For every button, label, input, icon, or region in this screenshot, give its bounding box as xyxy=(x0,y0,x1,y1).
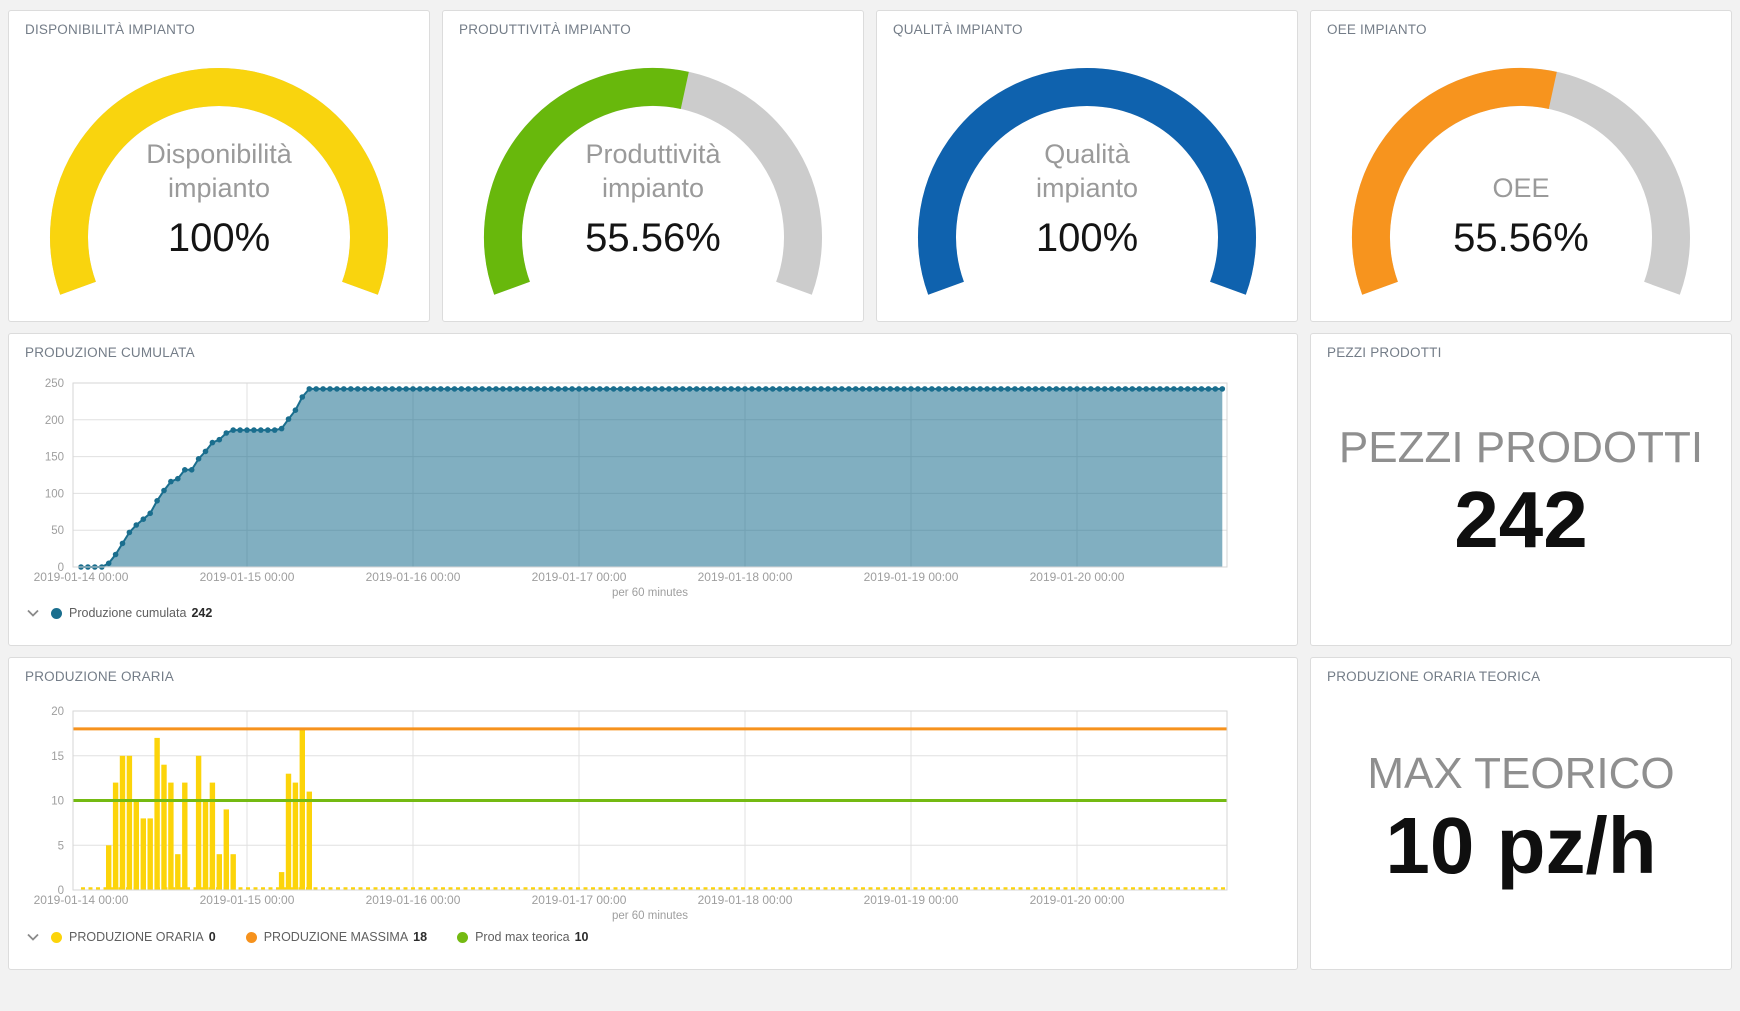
x-axis-tick-label: 2019-01-18 00:00 xyxy=(698,570,793,584)
y-axis-tick-label: 0 xyxy=(58,885,64,897)
legend-series-dot-icon xyxy=(457,931,469,943)
panel-title-oee[interactable]: OEE IMPIANTO xyxy=(1327,22,1427,37)
x-axis-tick-label: 2019-01-15 00:00 xyxy=(200,570,295,584)
x-axis-unit-label: per 60 minutes xyxy=(612,587,688,599)
panel-title-produzione-oraria-teorica[interactable]: PRODUZIONE ORARIA TEORICA xyxy=(1327,669,1541,684)
y-axis-tick-label: 150 xyxy=(45,452,64,464)
y-axis-tick-label: 250 xyxy=(45,378,64,390)
panel-title-qualita[interactable]: QUALITÀ IMPIANTO xyxy=(893,22,1023,37)
y-axis-tick-label: 10 xyxy=(51,796,64,808)
legend-series-value: 242 xyxy=(191,606,213,620)
gauge-arc xyxy=(1352,68,1690,295)
x-axis-tick-label: 2019-01-19 00:00 xyxy=(864,893,959,907)
gauge-arc xyxy=(918,68,1256,295)
x-axis-tick-label: 2019-01-16 00:00 xyxy=(366,893,461,907)
legend-series-dot-icon xyxy=(51,931,62,943)
oraria-bars xyxy=(106,728,312,891)
x-axis-unit-label: per 60 minutes xyxy=(612,910,688,922)
chevron-down-icon[interactable] xyxy=(27,609,39,617)
panel-title-produzione-oraria[interactable]: PRODUZIONE ORARIA xyxy=(25,669,174,684)
x-axis-tick-label: 2019-01-20 00:00 xyxy=(1030,570,1125,584)
x-axis-tick-label: 2019-01-16 00:00 xyxy=(366,570,461,584)
pezzi-prodotti-value: 242 xyxy=(1454,475,1588,564)
x-axis-tick-label: 2019-01-17 00:00 xyxy=(532,893,627,907)
x-axis-tick-label: 2019-01-15 00:00 xyxy=(200,893,295,907)
gauge-arc xyxy=(50,68,388,295)
panel-title-disponibilita[interactable]: DISPONIBILITÀ IMPIANTO xyxy=(25,22,195,37)
legend-series-dot-icon xyxy=(51,607,62,619)
max-teorico-value: 10 pz/h xyxy=(1385,801,1657,890)
y-axis-tick-label: 50 xyxy=(51,525,64,537)
panel-produttivita-impianto: PRODUTTIVITÀ IMPIANTO Produttività impia… xyxy=(442,10,864,322)
panel-produzione-oraria: PRODUZIONE ORARIA 0 5 10 15 20 2019-01-14 00:… xyxy=(8,657,1298,970)
panel-qualita-impianto: QUALITÀ IMPIANTO Qualità impianto 100% xyxy=(876,10,1298,322)
x-axis-tick-label: 2019-01-14 00:00 xyxy=(34,570,129,584)
panel-title-produzione-cumulata[interactable]: PRODUZIONE CUMULATA xyxy=(25,345,195,360)
x-axis-tick-label: 2019-01-14 00:00 xyxy=(34,893,129,907)
cumulata-data-points xyxy=(78,386,1226,570)
panel-produzione-oraria-teorica: PRODUZIONE ORARIA TEORICA MAX TEORICO 10… xyxy=(1310,657,1732,970)
panel-title-produttivita[interactable]: PRODUTTIVITÀ IMPIANTO xyxy=(459,22,631,37)
panel-title-pezzi-prodotti[interactable]: PEZZI PRODOTTI xyxy=(1327,345,1442,360)
legend-series-dot-icon xyxy=(245,931,257,943)
panel-oee-impianto: OEE IMPIANTO OEE 55.56% xyxy=(1310,10,1732,322)
y-axis-tick-label: 15 xyxy=(51,751,64,763)
panel-disponibilita-impianto: DISPONIBILITÀ IMPIANTO Disponibilità imp… xyxy=(8,10,430,322)
x-axis-tick-label: 2019-01-18 00:00 xyxy=(698,893,793,907)
x-axis-tick-label: 2019-01-17 00:00 xyxy=(532,570,627,584)
y-axis-tick-label: 0 xyxy=(58,562,64,574)
x-axis-tick-label: 2019-01-19 00:00 xyxy=(864,570,959,584)
legend-series-value: 10 xyxy=(574,930,589,944)
legend-series-value: 0 xyxy=(208,930,216,944)
legend-item-produzione-massima[interactable]: PRODUZIONE MASSIMA 18 xyxy=(245,930,428,944)
legend-series-label: Produzione cumulata xyxy=(69,606,187,620)
max-teorico-label: MAX TEORICO xyxy=(1367,749,1675,798)
legend-item-produzione-oraria[interactable]: PRODUZIONE ORARIA 0 xyxy=(51,930,216,944)
panel-pezzi-prodotti: PEZZI PRODOTTI PEZZI PRODOTTI 242 xyxy=(1310,333,1732,646)
produzione-cumulata-legend: Produzione cumulata 242 xyxy=(27,606,242,620)
y-axis-tick-label: 20 xyxy=(51,706,64,718)
produzione-oraria-legend: PRODUZIONE ORARIA 0 PRODUZIONE MASSIMA 18 Pr… xyxy=(27,930,618,944)
y-axis-tick-label: 5 xyxy=(58,840,64,852)
y-axis-tick-label: 200 xyxy=(45,415,64,427)
legend-item-produzione-cumulata[interactable]: Produzione cumulata 242 xyxy=(51,606,212,620)
y-axis-tick-label: 100 xyxy=(45,488,64,500)
chevron-down-icon[interactable] xyxy=(27,933,39,941)
x-axis-tick-label: 2019-01-20 00:00 xyxy=(1030,893,1125,907)
legend-series-label: PRODUZIONE ORARIA xyxy=(69,930,204,944)
legend-item-prod-max-teorica[interactable]: Prod max teorica 10 xyxy=(457,930,588,944)
panel-produzione-cumulata: PRODUZIONE CUMULATA 0 50 100 150 200 250 2019-… xyxy=(8,333,1298,646)
legend-series-label: PRODUZIONE MASSIMA xyxy=(263,930,409,944)
legend-series-value: 18 xyxy=(413,930,428,944)
legend-series-label: Prod max teorica xyxy=(475,930,570,944)
gauge-arc xyxy=(484,68,822,295)
pezzi-prodotti-label: PEZZI PRODOTTI xyxy=(1338,423,1704,472)
